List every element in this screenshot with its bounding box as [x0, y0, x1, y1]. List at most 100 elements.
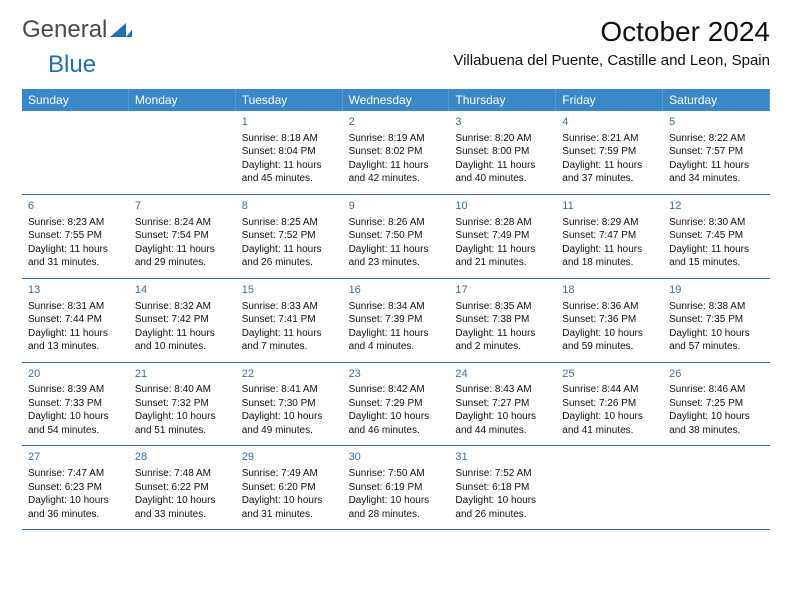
- daylight-text: Daylight: 11 hours and 40 minutes.: [455, 159, 550, 186]
- day-number: 18: [562, 283, 657, 298]
- sunset-text: Sunset: 7:35 PM: [669, 313, 764, 327]
- daylight-text: Daylight: 10 hours and 49 minutes.: [242, 410, 337, 437]
- sunrise-text: Sunrise: 8:30 AM: [669, 216, 764, 230]
- daylight-text: Daylight: 10 hours and 54 minutes.: [28, 410, 123, 437]
- daylight-text: Daylight: 11 hours and 18 minutes.: [562, 243, 657, 270]
- daylight-text: Daylight: 11 hours and 45 minutes.: [242, 159, 337, 186]
- sunset-text: Sunset: 7:38 PM: [455, 313, 550, 327]
- daylight-text: Daylight: 10 hours and 59 minutes.: [562, 327, 657, 354]
- sunrise-text: Sunrise: 8:23 AM: [28, 216, 123, 230]
- day-number: 12: [669, 199, 764, 214]
- brand-part2: Blue: [48, 51, 96, 78]
- sunset-text: Sunset: 7:29 PM: [349, 397, 444, 411]
- sunrise-text: Sunrise: 8:21 AM: [562, 132, 657, 146]
- week-row: 20Sunrise: 8:39 AMSunset: 7:33 PMDayligh…: [22, 363, 770, 447]
- day-number: 24: [455, 367, 550, 382]
- daylight-text: Daylight: 10 hours and 51 minutes.: [135, 410, 230, 437]
- sunset-text: Sunset: 7:55 PM: [28, 229, 123, 243]
- sunset-text: Sunset: 7:45 PM: [669, 229, 764, 243]
- sunset-text: Sunset: 6:23 PM: [28, 481, 123, 495]
- day-cell: 27Sunrise: 7:47 AMSunset: 6:23 PMDayligh…: [22, 446, 129, 529]
- week-row: 1Sunrise: 8:18 AMSunset: 8:04 PMDaylight…: [22, 111, 770, 195]
- month-title: October 2024: [453, 16, 770, 48]
- daylight-text: Daylight: 11 hours and 10 minutes.: [135, 327, 230, 354]
- sunrise-text: Sunrise: 8:42 AM: [349, 383, 444, 397]
- sunset-text: Sunset: 7:39 PM: [349, 313, 444, 327]
- sunset-text: Sunset: 7:44 PM: [28, 313, 123, 327]
- day-number: 14: [135, 283, 230, 298]
- sunrise-text: Sunrise: 7:49 AM: [242, 467, 337, 481]
- day-cell: 13Sunrise: 8:31 AMSunset: 7:44 PMDayligh…: [22, 279, 129, 362]
- day-cell: 20Sunrise: 8:39 AMSunset: 7:33 PMDayligh…: [22, 363, 129, 446]
- daylight-text: Daylight: 10 hours and 26 minutes.: [455, 494, 550, 521]
- sunrise-text: Sunrise: 8:20 AM: [455, 132, 550, 146]
- sunrise-text: Sunrise: 8:40 AM: [135, 383, 230, 397]
- day-cell: 16Sunrise: 8:34 AMSunset: 7:39 PMDayligh…: [343, 279, 450, 362]
- day-cell: 2Sunrise: 8:19 AMSunset: 8:02 PMDaylight…: [343, 111, 450, 194]
- sunset-text: Sunset: 7:27 PM: [455, 397, 550, 411]
- day-cell: 11Sunrise: 8:29 AMSunset: 7:47 PMDayligh…: [556, 195, 663, 278]
- day-number: 8: [242, 199, 337, 214]
- day-cell: 10Sunrise: 8:28 AMSunset: 7:49 PMDayligh…: [449, 195, 556, 278]
- sunset-text: Sunset: 6:18 PM: [455, 481, 550, 495]
- sunset-text: Sunset: 7:54 PM: [135, 229, 230, 243]
- calendar: SundayMondayTuesdayWednesdayThursdayFrid…: [22, 89, 770, 530]
- daylight-text: Daylight: 10 hours and 28 minutes.: [349, 494, 444, 521]
- daylight-text: Daylight: 11 hours and 31 minutes.: [28, 243, 123, 270]
- empty-cell: [22, 111, 129, 194]
- day-number: 26: [669, 367, 764, 382]
- day-cell: 28Sunrise: 7:48 AMSunset: 6:22 PMDayligh…: [129, 446, 236, 529]
- daylight-text: Daylight: 11 hours and 13 minutes.: [28, 327, 123, 354]
- dow-label: Thursday: [449, 89, 556, 111]
- sunset-text: Sunset: 7:42 PM: [135, 313, 230, 327]
- dow-label: Friday: [556, 89, 663, 111]
- brand-logo: General: [22, 16, 133, 44]
- day-cell: 26Sunrise: 8:46 AMSunset: 7:25 PMDayligh…: [663, 363, 770, 446]
- day-number: 5: [669, 115, 764, 130]
- sunrise-text: Sunrise: 7:50 AM: [349, 467, 444, 481]
- day-number: 7: [135, 199, 230, 214]
- day-number: 20: [28, 367, 123, 382]
- day-cell: 8Sunrise: 8:25 AMSunset: 7:52 PMDaylight…: [236, 195, 343, 278]
- day-cell: 31Sunrise: 7:52 AMSunset: 6:18 PMDayligh…: [449, 446, 556, 529]
- day-number: 10: [455, 199, 550, 214]
- sunset-text: Sunset: 7:57 PM: [669, 145, 764, 159]
- empty-cell: [129, 111, 236, 194]
- sunset-text: Sunset: 7:49 PM: [455, 229, 550, 243]
- day-number: 22: [242, 367, 337, 382]
- sunrise-text: Sunrise: 7:52 AM: [455, 467, 550, 481]
- daylight-text: Daylight: 11 hours and 23 minutes.: [349, 243, 444, 270]
- daylight-text: Daylight: 11 hours and 7 minutes.: [242, 327, 337, 354]
- location: Villabuena del Puente, Castille and Leon…: [453, 52, 770, 69]
- sunrise-text: Sunrise: 8:29 AM: [562, 216, 657, 230]
- daylight-text: Daylight: 10 hours and 41 minutes.: [562, 410, 657, 437]
- dow-label: Tuesday: [236, 89, 343, 111]
- sunset-text: Sunset: 6:20 PM: [242, 481, 337, 495]
- day-cell: 18Sunrise: 8:36 AMSunset: 7:36 PMDayligh…: [556, 279, 663, 362]
- sunrise-text: Sunrise: 8:24 AM: [135, 216, 230, 230]
- day-number: 28: [135, 450, 230, 465]
- week-row: 27Sunrise: 7:47 AMSunset: 6:23 PMDayligh…: [22, 446, 770, 530]
- empty-cell: [556, 446, 663, 529]
- sunrise-text: Sunrise: 8:19 AM: [349, 132, 444, 146]
- day-cell: 9Sunrise: 8:26 AMSunset: 7:50 PMDaylight…: [343, 195, 450, 278]
- sunset-text: Sunset: 7:25 PM: [669, 397, 764, 411]
- sunrise-text: Sunrise: 8:26 AM: [349, 216, 444, 230]
- day-cell: 23Sunrise: 8:42 AMSunset: 7:29 PMDayligh…: [343, 363, 450, 446]
- brand-triangle-icon: [110, 16, 132, 44]
- day-cell: 17Sunrise: 8:35 AMSunset: 7:38 PMDayligh…: [449, 279, 556, 362]
- day-number: 25: [562, 367, 657, 382]
- day-number: 21: [135, 367, 230, 382]
- day-cell: 6Sunrise: 8:23 AMSunset: 7:55 PMDaylight…: [22, 195, 129, 278]
- daylight-text: Daylight: 10 hours and 44 minutes.: [455, 410, 550, 437]
- sunrise-text: Sunrise: 8:38 AM: [669, 300, 764, 314]
- day-cell: 15Sunrise: 8:33 AMSunset: 7:41 PMDayligh…: [236, 279, 343, 362]
- day-cell: 30Sunrise: 7:50 AMSunset: 6:19 PMDayligh…: [343, 446, 450, 529]
- brand-part1: General: [22, 16, 107, 44]
- daylight-text: Daylight: 11 hours and 2 minutes.: [455, 327, 550, 354]
- sunset-text: Sunset: 6:22 PM: [135, 481, 230, 495]
- sunset-text: Sunset: 8:02 PM: [349, 145, 444, 159]
- sunset-text: Sunset: 7:59 PM: [562, 145, 657, 159]
- dow-label: Saturday: [663, 89, 770, 111]
- sunset-text: Sunset: 7:47 PM: [562, 229, 657, 243]
